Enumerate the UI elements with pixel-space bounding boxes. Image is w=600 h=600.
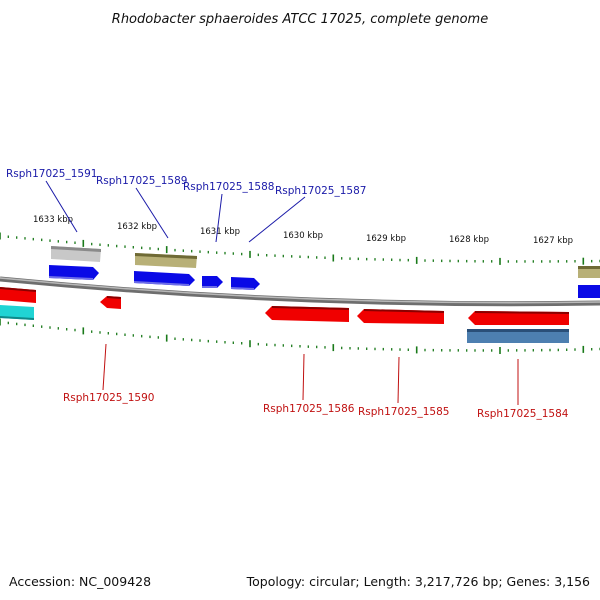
scale-labels: 1633 kbp 1632 kbp 1631 kbp 1630 kbp 1629…	[33, 215, 573, 246]
gene-label-1587[interactable]: Rsph17025_1587	[275, 185, 366, 197]
tick-label-1629: 1629 kbp	[366, 234, 406, 244]
genome-backbone	[0, 276, 600, 307]
genes-forward-strand	[49, 246, 600, 298]
gene-blue-1589[interactable]	[134, 271, 195, 286]
gene-label-1591[interactable]: Rsph17025_1591	[6, 168, 97, 180]
tick-label-1630: 1630 kbp	[283, 231, 323, 241]
leader-lines-bottom	[102, 343, 519, 405]
genes-reverse-strand	[0, 287, 569, 343]
gene-steel[interactable]	[467, 329, 569, 343]
gene-red-1584[interactable]	[468, 311, 569, 325]
gene-olive-right[interactable]	[578, 266, 600, 278]
tick-label-1627: 1627 kbp	[533, 236, 573, 246]
gene-labels-bottom: Rsph17025_1590 Rsph17025_1586 Rsph17025_…	[63, 392, 569, 420]
gene-red-1585[interactable]	[357, 309, 444, 324]
genome-backbone-highlight	[0, 277, 600, 304]
gene-cyan-left[interactable]	[0, 305, 34, 320]
gene-blue-1587[interactable]	[231, 277, 260, 290]
gene-blue-1591[interactable]	[49, 265, 99, 280]
tick-label-1632: 1632 kbp	[117, 222, 157, 232]
tick-label-1631: 1631 kbp	[200, 227, 240, 237]
gene-labels-top: Rsph17025_1591 Rsph17025_1589 Rsph17025_…	[6, 168, 366, 197]
gene-red-1590[interactable]	[100, 296, 121, 309]
gene-red-1586[interactable]	[265, 306, 349, 322]
scale-ticks-inner	[0, 318, 600, 354]
gene-label-1585[interactable]: Rsph17025_1585	[358, 406, 449, 418]
accession-text: Accession: NC_009428	[9, 574, 151, 589]
gene-label-1584[interactable]: Rsph17025_1584	[477, 408, 569, 420]
gene-blue-1588[interactable]	[202, 276, 223, 288]
gene-label-1589[interactable]: Rsph17025_1589	[96, 175, 187, 187]
tick-label-1633: 1633 kbp	[33, 215, 73, 225]
gene-gray[interactable]	[51, 246, 101, 262]
gene-label-1588[interactable]: Rsph17025_1588	[183, 181, 274, 193]
tick-label-1628: 1628 kbp	[449, 235, 489, 245]
gene-label-1590[interactable]: Rsph17025_1590	[63, 392, 154, 404]
gene-olive[interactable]	[135, 253, 197, 268]
gene-label-1586[interactable]: Rsph17025_1586	[263, 403, 355, 415]
leader-lines-top	[45, 180, 306, 243]
genome-summary-text: Topology: circular; Length: 3,217,726 bp…	[246, 574, 590, 589]
gene-red-left[interactable]	[0, 287, 36, 303]
gene-blue-right[interactable]	[578, 285, 600, 298]
scale-ticks-outer	[0, 232, 600, 265]
map-title: Rhodobacter sphaeroides ATCC 17025, comp…	[112, 12, 488, 27]
